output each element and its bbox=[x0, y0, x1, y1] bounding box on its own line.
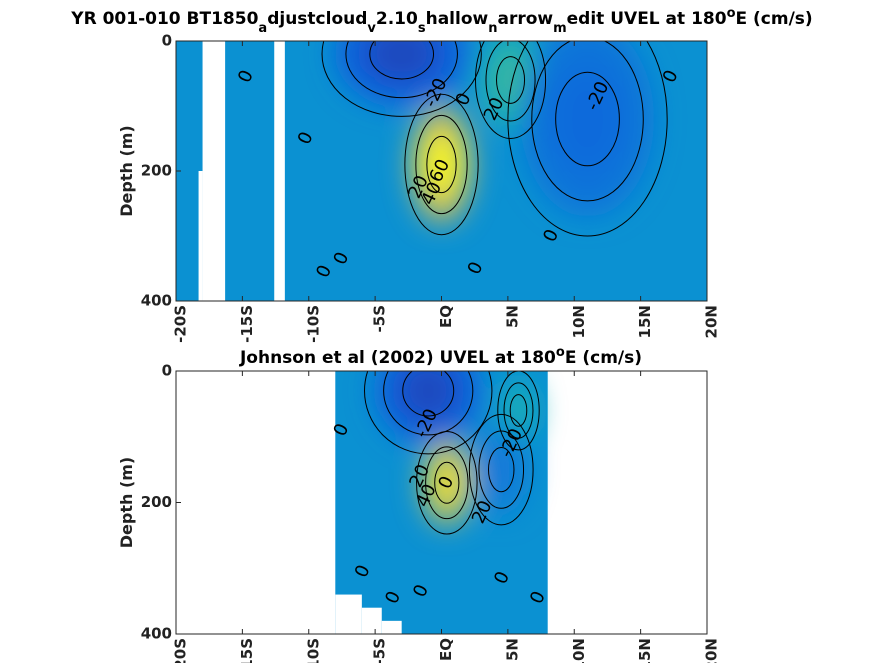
field-features bbox=[375, 371, 536, 526]
contour-line bbox=[509, 394, 528, 427]
x-tick-label: -20S bbox=[172, 305, 190, 343]
y-tick-label: 200 bbox=[141, 493, 172, 511]
velocity-core-center bbox=[486, 444, 516, 495]
contour-line bbox=[503, 382, 534, 439]
contour-line bbox=[474, 41, 547, 139]
contour-line bbox=[468, 413, 534, 526]
x-tick-label: -15S bbox=[238, 305, 256, 343]
contour-line bbox=[364, 371, 493, 455]
missing-data-patch bbox=[198, 171, 203, 301]
x-tick-label: 20N bbox=[703, 305, 721, 338]
x-tick-label: EQ bbox=[437, 638, 455, 661]
contour-line bbox=[404, 93, 479, 236]
title-part: 2.10 bbox=[376, 9, 418, 29]
chart-title: Johnson et al (2002) UVEL at 180oE (cm/s… bbox=[239, 345, 642, 369]
y-tick-label: 0 bbox=[162, 362, 172, 380]
velocity-core-center bbox=[494, 53, 527, 107]
contour-line bbox=[531, 41, 644, 202]
contour-line bbox=[402, 371, 455, 417]
x-tick-label: -10S bbox=[304, 305, 322, 343]
title-part: o bbox=[727, 6, 736, 21]
velocity-core-center bbox=[551, 65, 625, 173]
contour-line bbox=[425, 446, 469, 520]
velocity-core-center bbox=[509, 392, 528, 429]
contour-line bbox=[383, 371, 474, 436]
title-part: djustcloud bbox=[267, 9, 367, 29]
y-tick-label: 400 bbox=[141, 625, 172, 643]
title-part: Johnson et al (2002) UVEL at 180 bbox=[239, 348, 556, 368]
x-tick-label: -15S bbox=[238, 638, 256, 663]
title-part: n bbox=[488, 21, 497, 36]
title-part: YR 001-010 BT1850 bbox=[70, 9, 258, 29]
missing-data-patch bbox=[335, 594, 362, 634]
y-tick-label: 400 bbox=[141, 292, 172, 310]
x-tick-label: 5N bbox=[503, 305, 521, 328]
missing-data-patch bbox=[381, 620, 402, 634]
chart-title: YR 001-010 BT1850adjustcloudv2.10shallow… bbox=[70, 6, 812, 36]
y-tick-label: 0 bbox=[162, 32, 172, 50]
contour-line bbox=[496, 56, 526, 104]
contour-line bbox=[478, 430, 525, 509]
velocity-core-center bbox=[424, 132, 459, 197]
y-axis-label: Depth (m) bbox=[117, 457, 136, 549]
y-axis-label: Depth (m) bbox=[117, 125, 136, 217]
x-tick-label: 5N bbox=[503, 638, 521, 661]
x-tick-label: 10N bbox=[570, 305, 588, 338]
x-tick-label: -10S bbox=[304, 638, 322, 663]
x-tick-label: 20N bbox=[703, 638, 721, 663]
y-tick-label: 200 bbox=[141, 162, 172, 180]
contour-line bbox=[369, 41, 435, 80]
x-tick-label: -20S bbox=[172, 638, 190, 663]
contour-line bbox=[415, 114, 468, 215]
x-tick-label: EQ bbox=[437, 305, 455, 328]
title-part: arrow bbox=[497, 9, 553, 29]
title-part: v bbox=[367, 21, 376, 36]
velocity-core-center bbox=[365, 41, 439, 83]
title-part: s bbox=[418, 21, 426, 36]
contour-line bbox=[434, 461, 460, 504]
title-part: a bbox=[258, 21, 267, 36]
velocity-core-center bbox=[399, 371, 458, 420]
contour-line bbox=[507, 41, 668, 237]
title-part: edit UVEL at 180 bbox=[567, 9, 727, 29]
x-tick-label: -5S bbox=[371, 638, 389, 663]
x-tick-label: 15N bbox=[636, 305, 654, 338]
contour-line bbox=[345, 41, 458, 99]
title-part: o bbox=[556, 345, 565, 360]
title-part: E (cm/s) bbox=[736, 9, 813, 29]
missing-data-band bbox=[274, 41, 285, 301]
title-part: m bbox=[553, 21, 567, 36]
x-tick-label: -5S bbox=[371, 305, 389, 332]
contour-line bbox=[555, 71, 620, 167]
contour-line bbox=[426, 135, 457, 194]
contour-line bbox=[487, 447, 515, 493]
x-tick-label: 10N bbox=[570, 638, 588, 663]
velocity-core-center bbox=[432, 459, 461, 507]
x-tick-label: 15N bbox=[636, 638, 654, 663]
contour-line bbox=[497, 371, 540, 451]
missing-data-band bbox=[202, 41, 226, 301]
contour-line bbox=[485, 41, 536, 122]
contour-line bbox=[321, 41, 482, 117]
title-part: hallow bbox=[426, 9, 489, 29]
missing-data-patch bbox=[361, 607, 382, 634]
title-part: E (cm/s) bbox=[565, 348, 642, 368]
